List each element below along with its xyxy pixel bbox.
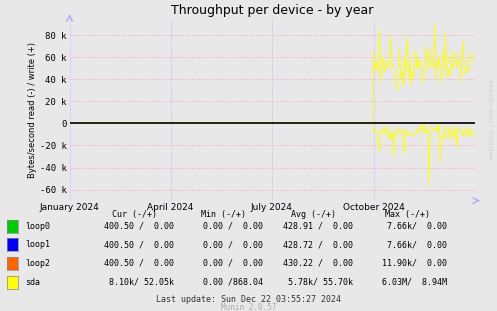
Text: 7.66k/  0.00: 7.66k/ 0.00 xyxy=(387,222,447,230)
Text: Min (-/+): Min (-/+) xyxy=(201,210,246,219)
Text: 400.50 /  0.00: 400.50 / 0.00 xyxy=(104,240,174,249)
Text: 430.22 /  0.00: 430.22 / 0.00 xyxy=(283,259,353,268)
Text: 428.72 /  0.00: 428.72 / 0.00 xyxy=(283,240,353,249)
Text: loop1: loop1 xyxy=(25,240,50,249)
Text: loop0: loop0 xyxy=(25,222,50,230)
Text: RRDTOOL / TOBI OETIKER: RRDTOOL / TOBI OETIKER xyxy=(490,78,495,159)
Text: Cur (-/+): Cur (-/+) xyxy=(112,210,157,219)
Text: Munin 2.0.57: Munin 2.0.57 xyxy=(221,303,276,311)
Text: 400.50 /  0.00: 400.50 / 0.00 xyxy=(104,222,174,230)
Text: Avg (-/+): Avg (-/+) xyxy=(291,210,335,219)
Title: Throughput per device - by year: Throughput per device - by year xyxy=(171,4,373,17)
Text: 0.00 /  0.00: 0.00 / 0.00 xyxy=(203,240,263,249)
Text: 7.66k/  0.00: 7.66k/ 0.00 xyxy=(387,240,447,249)
Text: 0.00 /  0.00: 0.00 / 0.00 xyxy=(203,259,263,268)
Y-axis label: Bytes/second read (-) / write (+): Bytes/second read (-) / write (+) xyxy=(28,42,37,178)
Text: 400.50 /  0.00: 400.50 / 0.00 xyxy=(104,259,174,268)
Text: Last update: Sun Dec 22 03:55:27 2024: Last update: Sun Dec 22 03:55:27 2024 xyxy=(156,295,341,304)
Text: 428.91 /  0.00: 428.91 / 0.00 xyxy=(283,222,353,230)
Text: 8.10k/ 52.05k: 8.10k/ 52.05k xyxy=(109,278,174,286)
Text: 0.00 /868.04: 0.00 /868.04 xyxy=(203,278,263,286)
Text: loop2: loop2 xyxy=(25,259,50,268)
Text: 0.00 /  0.00: 0.00 / 0.00 xyxy=(203,222,263,230)
Text: 6.03M/  8.94M: 6.03M/ 8.94M xyxy=(382,278,447,286)
Text: 11.90k/  0.00: 11.90k/ 0.00 xyxy=(382,259,447,268)
Text: 5.78k/ 55.70k: 5.78k/ 55.70k xyxy=(288,278,353,286)
Text: sda: sda xyxy=(25,278,40,286)
Text: Max (-/+): Max (-/+) xyxy=(385,210,430,219)
